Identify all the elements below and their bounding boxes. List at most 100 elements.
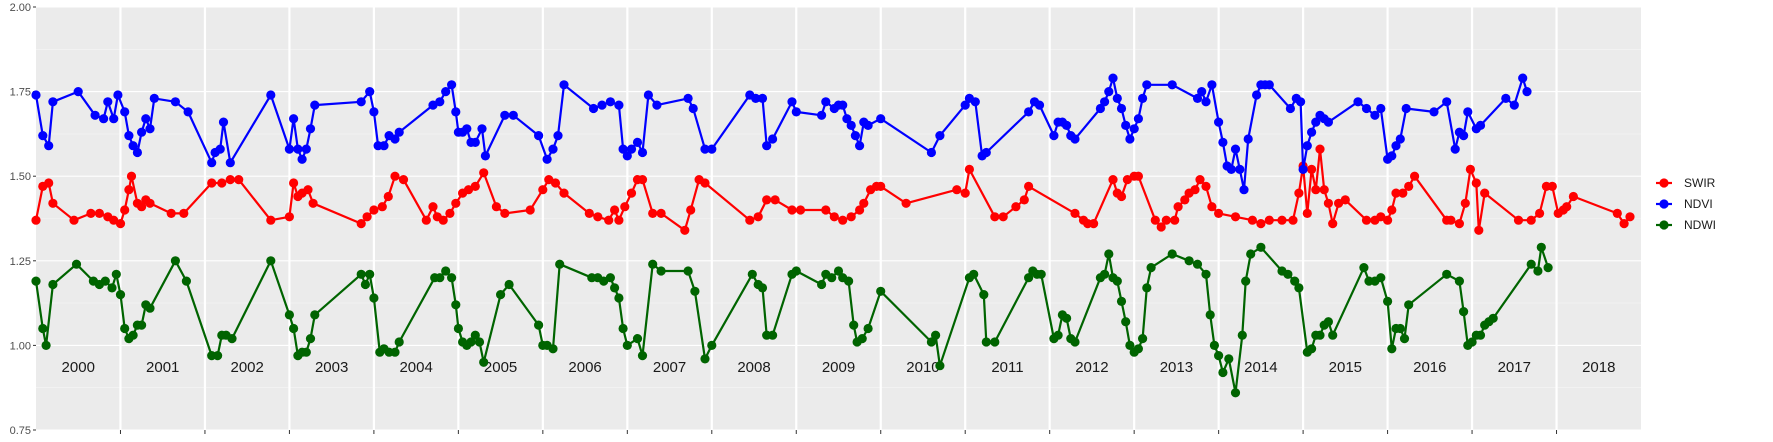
data-point	[548, 144, 558, 154]
legend-key-marker	[1659, 220, 1669, 230]
data-point	[113, 90, 123, 100]
data-point	[632, 137, 643, 147]
data-point	[1243, 134, 1253, 144]
data-point	[1625, 212, 1635, 222]
data-point	[1513, 215, 1524, 225]
data-point	[605, 273, 616, 283]
data-point	[700, 354, 710, 364]
y-tick-label: 1.50	[10, 171, 31, 183]
data-point	[1391, 141, 1401, 151]
data-point	[605, 97, 616, 107]
data-point	[1264, 80, 1274, 90]
data-point	[656, 266, 666, 276]
data-point	[181, 276, 191, 286]
data-point	[876, 286, 886, 296]
data-point	[1252, 90, 1262, 100]
data-point	[827, 273, 837, 283]
data-point	[1391, 188, 1401, 198]
data-point	[1116, 191, 1127, 202]
data-point	[1298, 164, 1308, 174]
year-label: 2017	[1498, 359, 1531, 376]
data-point	[1108, 73, 1118, 83]
year-label: 2008	[737, 359, 770, 376]
data-point	[369, 205, 379, 215]
year-label: 2003	[315, 359, 348, 376]
data-point	[597, 100, 607, 110]
data-point	[1328, 219, 1338, 229]
data-point	[310, 310, 320, 320]
data-point	[120, 107, 130, 117]
data-point	[614, 293, 624, 303]
data-point	[935, 361, 945, 371]
data-point	[960, 188, 970, 198]
data-point	[1463, 107, 1473, 117]
data-point	[477, 124, 487, 134]
data-point	[1129, 124, 1139, 134]
data-point	[1121, 317, 1131, 327]
data-point	[451, 107, 461, 117]
data-point	[610, 283, 620, 293]
data-point	[1526, 259, 1536, 269]
data-point	[1239, 185, 1249, 195]
data-point	[365, 269, 375, 279]
data-point	[1224, 354, 1234, 364]
data-point	[842, 114, 852, 124]
data-point	[1156, 222, 1166, 232]
data-point	[1361, 215, 1372, 225]
year-labels: 2000 2001 2002 2003 2004 2005 2006 2007 2008 2009…	[62, 359, 1616, 376]
data-point	[491, 202, 501, 212]
y-tick-label: 1.25	[10, 256, 31, 268]
data-point	[365, 87, 375, 97]
data-point	[935, 131, 945, 141]
data-point	[1256, 219, 1266, 229]
data-point	[141, 114, 151, 124]
data-point	[620, 202, 630, 212]
data-point	[817, 110, 827, 120]
data-point	[284, 144, 294, 154]
data-point	[745, 215, 755, 225]
data-point	[1237, 330, 1247, 340]
data-point	[227, 334, 237, 344]
data-point	[588, 103, 599, 114]
data-point	[1488, 313, 1498, 323]
data-point	[1442, 269, 1452, 279]
data-point	[1062, 313, 1072, 323]
data-point	[534, 131, 544, 141]
data-point	[1359, 263, 1369, 273]
data-point	[1429, 107, 1439, 117]
data-point	[1328, 330, 1338, 340]
data-point	[115, 219, 126, 229]
data-point	[1133, 344, 1143, 354]
data-point	[379, 141, 389, 151]
y-tick-label: 0.75	[10, 425, 31, 437]
data-point	[757, 93, 768, 103]
data-point	[1450, 144, 1460, 154]
data-point	[1214, 351, 1224, 361]
data-point	[109, 114, 119, 124]
data-point	[170, 256, 180, 266]
data-point	[857, 334, 867, 344]
legend: SWIR NDVI NDWI	[1656, 176, 1716, 232]
data-point	[1201, 181, 1211, 191]
data-point	[38, 131, 48, 141]
data-point	[215, 144, 225, 154]
data-point	[1404, 300, 1414, 310]
data-point	[1142, 80, 1152, 90]
data-point	[1401, 103, 1411, 114]
data-point	[846, 120, 856, 130]
grid-layer	[36, 6, 1641, 431]
data-point	[534, 320, 544, 330]
data-point	[166, 208, 176, 218]
data-point	[183, 107, 193, 117]
year-label: 2006	[568, 359, 601, 376]
data-point	[1226, 164, 1236, 174]
data-point	[1459, 307, 1469, 317]
data-point	[1138, 93, 1148, 103]
data-point	[470, 137, 480, 147]
data-point	[1121, 120, 1131, 130]
data-point	[1034, 100, 1045, 110]
data-point	[1383, 215, 1393, 225]
data-point	[137, 127, 147, 137]
y-tick-label: 1.00	[10, 340, 31, 352]
